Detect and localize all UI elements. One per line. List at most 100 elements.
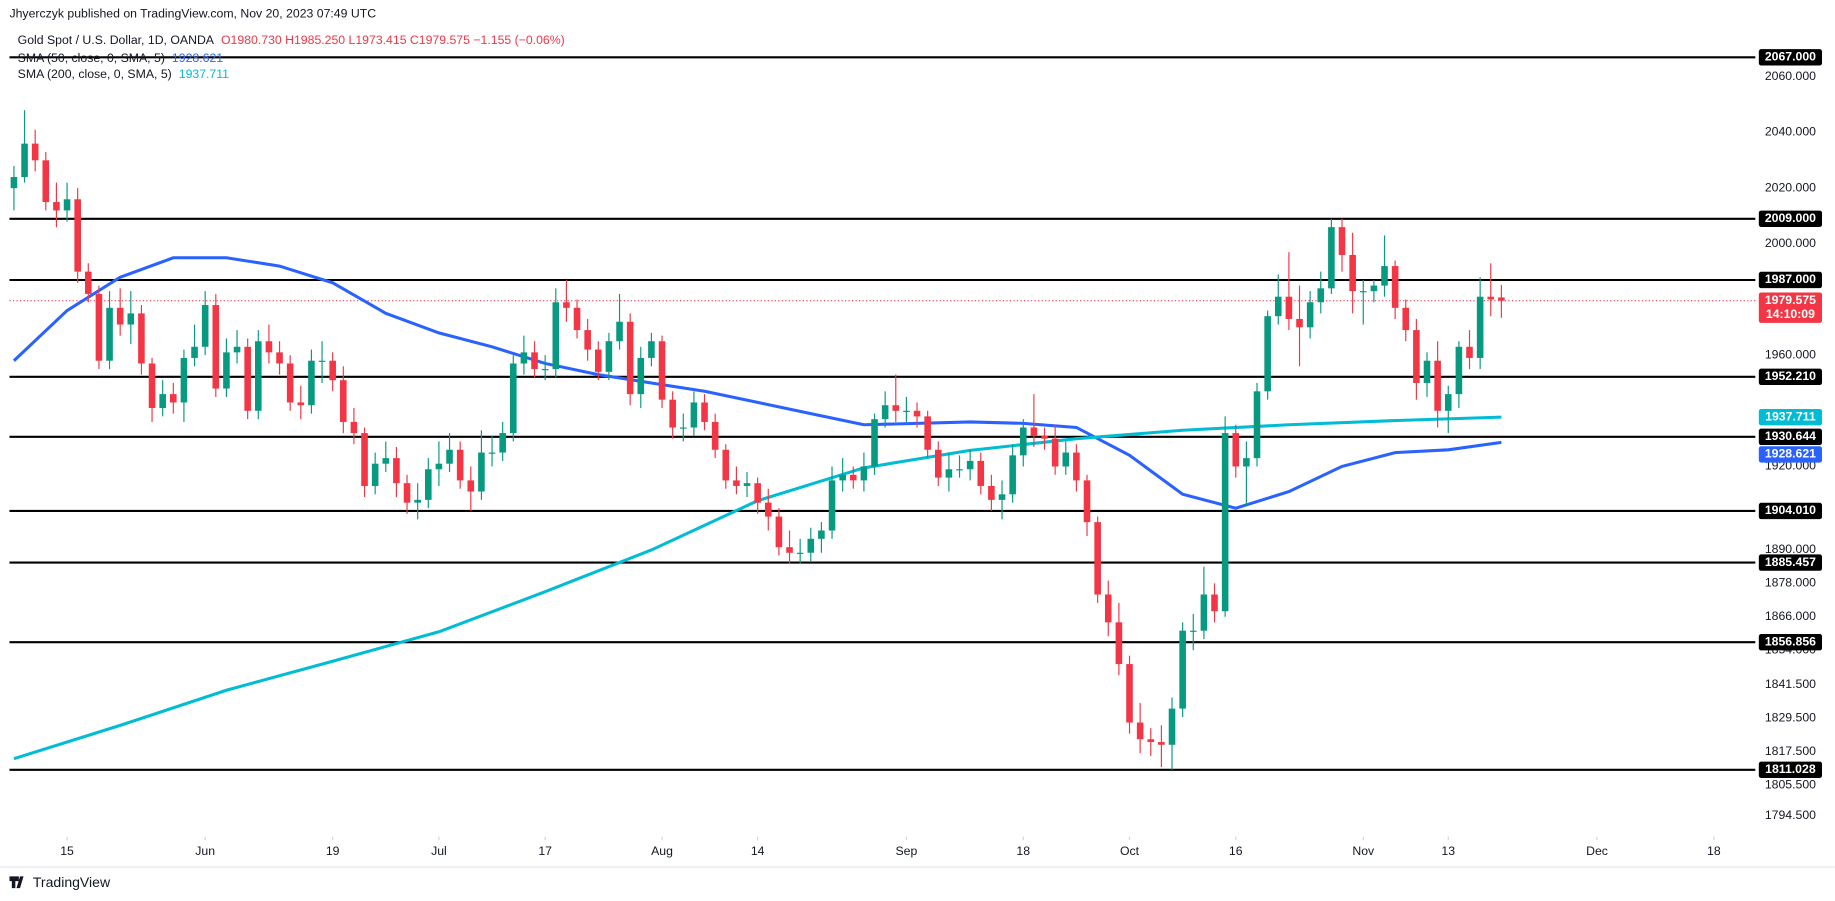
candle-body (966, 460, 974, 470)
candle-body (552, 302, 560, 370)
candle-body (382, 458, 390, 464)
y-tick-label: 1805.500 (1765, 777, 1816, 791)
candle-body (1189, 630, 1197, 632)
level-label-box (1758, 210, 1823, 227)
candle-body (1444, 394, 1452, 411)
candle-body (308, 360, 315, 406)
candle-body (1147, 739, 1155, 743)
candle-body (690, 402, 698, 428)
y-tick-label: 1841.500 (1765, 677, 1816, 691)
candle-body (701, 402, 708, 422)
level-label: 1885.457 (1765, 555, 1816, 569)
candle-body (1009, 455, 1016, 495)
candle-body (605, 341, 613, 372)
candle-body (371, 463, 379, 486)
candle-body (340, 380, 347, 422)
candle-body (1126, 664, 1133, 723)
candle-body (956, 469, 963, 471)
candle-body (903, 410, 910, 412)
candle-body (573, 307, 581, 331)
candle-body (1285, 296, 1293, 319)
candle-body (138, 313, 145, 364)
header: Jhyerczyk published on TradingView.com, … (9, 6, 564, 81)
x-tick-label: Aug (651, 844, 673, 858)
candle-body (1264, 316, 1271, 392)
y-tick-label: 2060.000 (1765, 69, 1816, 83)
candle-body (106, 307, 113, 361)
candle-body (244, 346, 251, 411)
last-price-label-box (1758, 292, 1823, 323)
last-price-label: 1979.575 (1765, 293, 1816, 307)
x-tick-label: 18 (1707, 844, 1721, 858)
candle-body (743, 483, 751, 486)
candle-body (1019, 427, 1027, 456)
candle-body (1243, 458, 1250, 467)
candle-body (478, 452, 485, 492)
level-label: 1987.000 (1765, 272, 1816, 286)
candle-body (1317, 288, 1325, 303)
candle-body (733, 480, 740, 486)
candle-body (127, 313, 135, 325)
brand-name: TradingView (33, 874, 111, 890)
brand: TradingView (9, 874, 111, 890)
candle-body (839, 474, 846, 481)
candle-body (1466, 346, 1473, 358)
x-tick-label: 13 (1441, 844, 1455, 858)
candle-body (775, 516, 783, 548)
candle-body (796, 552, 804, 554)
candle-body (786, 547, 793, 553)
x-tick-label: 14 (751, 844, 765, 858)
candle-body (403, 483, 411, 503)
candle-body (1073, 452, 1080, 481)
candle-body (1083, 480, 1091, 523)
x-tick-label: Jul (431, 844, 447, 858)
x-tick-label: 16 (1229, 844, 1243, 858)
candle-body (1158, 742, 1165, 745)
candle-body (21, 143, 28, 178)
candle-body (711, 421, 719, 450)
candle-body (913, 410, 921, 417)
candle-body (1104, 594, 1112, 623)
candle-body (945, 469, 953, 478)
candle-body (1062, 452, 1070, 467)
candle-body (435, 463, 443, 470)
candle-body (934, 449, 942, 478)
candle-body (1274, 296, 1282, 317)
candle-body (977, 460, 985, 486)
sma-label-box (1758, 408, 1823, 426)
candle-body (754, 483, 761, 503)
x-tick-label: Oct (1120, 844, 1140, 858)
candle-body (764, 502, 772, 517)
x-tick-label: Dec (1586, 844, 1608, 858)
y-tick-label: 2000.000 (1765, 236, 1816, 250)
y-tick-label: 1960.000 (1765, 347, 1816, 361)
candle-body (456, 449, 464, 481)
candle-body (1391, 266, 1399, 308)
candle-body (1328, 227, 1335, 289)
candle-body (1115, 622, 1123, 665)
candle-body (1211, 594, 1218, 612)
candle-body (276, 352, 283, 364)
candle-body (170, 394, 177, 403)
x-tick-label: Jun (195, 844, 215, 858)
candle-body (1136, 722, 1144, 740)
sma-200-name: SMA (200, close, 0, SMA, 5) (18, 67, 172, 81)
candle-body (201, 305, 209, 347)
y-tick-label: 1794.500 (1765, 808, 1816, 822)
x-tick-label: 17 (538, 844, 552, 858)
y-tick-label: 2040.000 (1765, 125, 1816, 139)
candle-body (85, 271, 92, 294)
candle-body (1051, 438, 1059, 467)
candle-body (297, 402, 305, 406)
candle-body (1253, 391, 1261, 459)
brand-logo (9, 876, 24, 889)
sma-label: 1928.621 (1765, 447, 1816, 461)
candle-body (658, 341, 666, 400)
candle-body (424, 469, 432, 500)
candle-body (329, 360, 336, 381)
level-label-box (1758, 368, 1823, 386)
candle-body (988, 485, 995, 500)
candle-body (255, 341, 262, 411)
